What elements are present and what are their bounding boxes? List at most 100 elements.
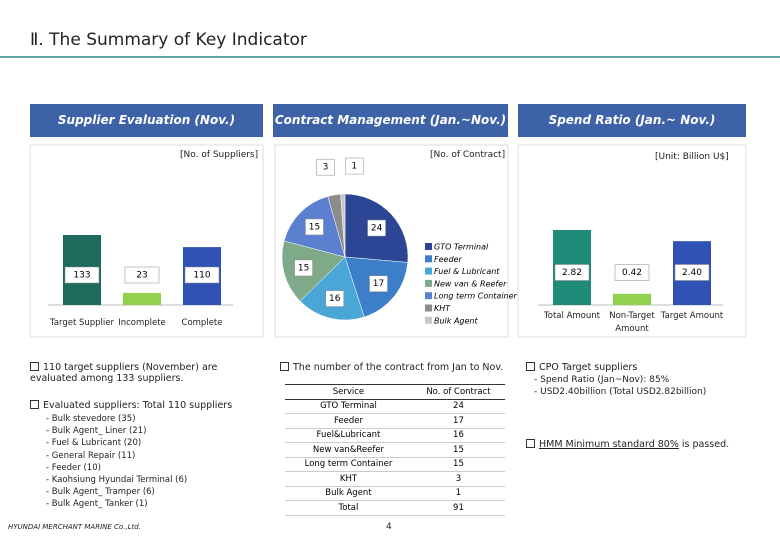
table-row: Feeder 17 [285,413,505,429]
value-label: 110 [193,271,210,281]
contract-table: Service No. of Contract GTO Terminal 24 Feed… [285,384,505,516]
bullet [30,362,39,371]
table-header-cell: No. of Contract [411,384,505,400]
table-row: Total 91 [285,500,505,516]
legend-label: Long term Container [434,292,518,301]
category-label: Target Amount [660,311,724,321]
value-label-box [345,157,364,175]
category-label: Target Supplier [49,318,115,328]
legend-label: Feeder [434,255,462,264]
value-label-box [325,290,344,307]
value-label-box [554,264,590,281]
note: HMM Minimum standard 80% is passed. [526,439,766,450]
legend-label: GTO Terminal [434,243,489,252]
chart-frame [29,144,264,338]
table-cell: 91 [411,500,505,516]
pie-slice [299,256,365,321]
value-label: 1 [351,162,357,172]
unit-label: [No. of Contract] [430,150,506,160]
legend-label: KHT [434,304,451,313]
table-cell: 24 [411,399,505,414]
value-label: 2.82 [562,268,582,278]
note-text: is passed. [678,439,730,450]
legend-label: New van & Reefer [434,279,507,288]
panel-title: Supplier Evaluation (Nov.) [30,104,263,137]
category-label: Non-Target Amount [609,311,655,334]
value-label: 133 [73,271,90,281]
note-text: CPO Target suppliers [539,362,638,373]
table-cell: 15 [411,457,505,472]
table-row: Service No. of Contract [285,384,505,400]
category-label: Total Amount [544,311,600,321]
page-number: 4 [386,522,392,532]
value-label: 16 [329,294,341,304]
category-label: Incomplete [118,318,166,328]
value-label: 3 [323,163,329,173]
bullet [280,362,289,371]
list-item: - Kaohsiung Hyundai Terminal (6) [46,475,188,486]
list-item: - Feeder (10) [46,462,101,473]
table-cell: 3 [411,471,505,487]
chart-frame [274,144,509,338]
note-text: The number of the contract from Jan to N… [293,362,504,373]
table-row: GTO Terminal 24 [285,399,505,414]
legend-swatch [425,292,432,300]
note: Evaluated suppliers: Total 110 suppliers [30,400,260,411]
pie-slice [340,193,346,258]
legend-swatch [425,304,432,312]
bullet [30,400,39,409]
value-label-box [369,275,388,292]
panel-title: Spend Ratio (Jan.~ Nov.) [518,104,746,137]
page-title: Ⅱ. The Summary of Key Indicator [30,30,307,50]
list-item: - Spend Ratio (Jan~Nov): 85% [534,375,670,385]
table-cell: 1 [411,486,505,501]
table-row: Long term Container 15 [285,457,505,472]
panel-title: Contract Management (Jan.~Nov.) [273,104,508,137]
unit-label: [No. of Suppliers] [180,150,259,160]
legend-swatch [425,316,432,324]
list-item: - General Repair (11) [46,450,136,461]
table-row: KHT 3 [285,471,505,487]
bar [123,292,161,305]
value-label-box [124,266,160,284]
value-label-box [305,218,324,236]
value-label-box [64,266,100,284]
table-cell: Bulk Agent [285,486,412,501]
legend-swatch [425,243,432,250]
unit-label: [Unit: Billion U$] [655,152,729,162]
table-row: Fuel&Lubricant 16 [285,428,505,443]
value-label-box [674,264,710,281]
value-label: 2.40 [682,268,702,278]
bullet [526,439,535,448]
value-label: 17 [373,279,384,289]
value-label-box [294,259,313,277]
note-text: 110 target suppliers (November) are eval… [30,362,218,384]
chart-frame [517,144,747,338]
table-row: New van&Reefer 15 [285,442,505,458]
table-cell: KHT [285,471,412,487]
table-row: Bulk Agent 1 [285,486,505,501]
table-cell: Feeder [285,413,412,429]
value-label: 15 [298,263,309,273]
value-label-box [614,264,650,281]
note-list: - Bulk stevedore (35) - Bulk Agent_ Liner… [46,413,256,511]
legend-label: Fuel & Lubricant [434,267,500,276]
value-label: 24 [371,224,383,234]
value-label: 23 [136,271,147,281]
table-cell: Fuel&Lubricant [285,428,412,443]
category-label: Complete [181,318,223,328]
list-item: - Bulk stevedore (35) [46,414,136,424]
value-label: 0.42 [622,268,642,278]
table-cell: Long term Container [285,457,412,472]
footer-company: HYUNDAI MERCHANT MARINE Co.,Ltd. [8,523,141,531]
list-item: - USD2.40billion (Total USD2.82billion) [534,387,707,397]
table-cell: GTO Terminal [285,399,412,414]
bar [613,293,651,305]
list-item: - Bulk Agent_ Tramper (6) [46,487,155,498]
pie-slice [281,240,346,302]
table-body: GTO Terminal 24 Feeder 17 Fuel&Lubricant 16 Ne… [285,399,505,516]
table-cell: Total [285,500,412,516]
legend-swatch [425,267,432,275]
